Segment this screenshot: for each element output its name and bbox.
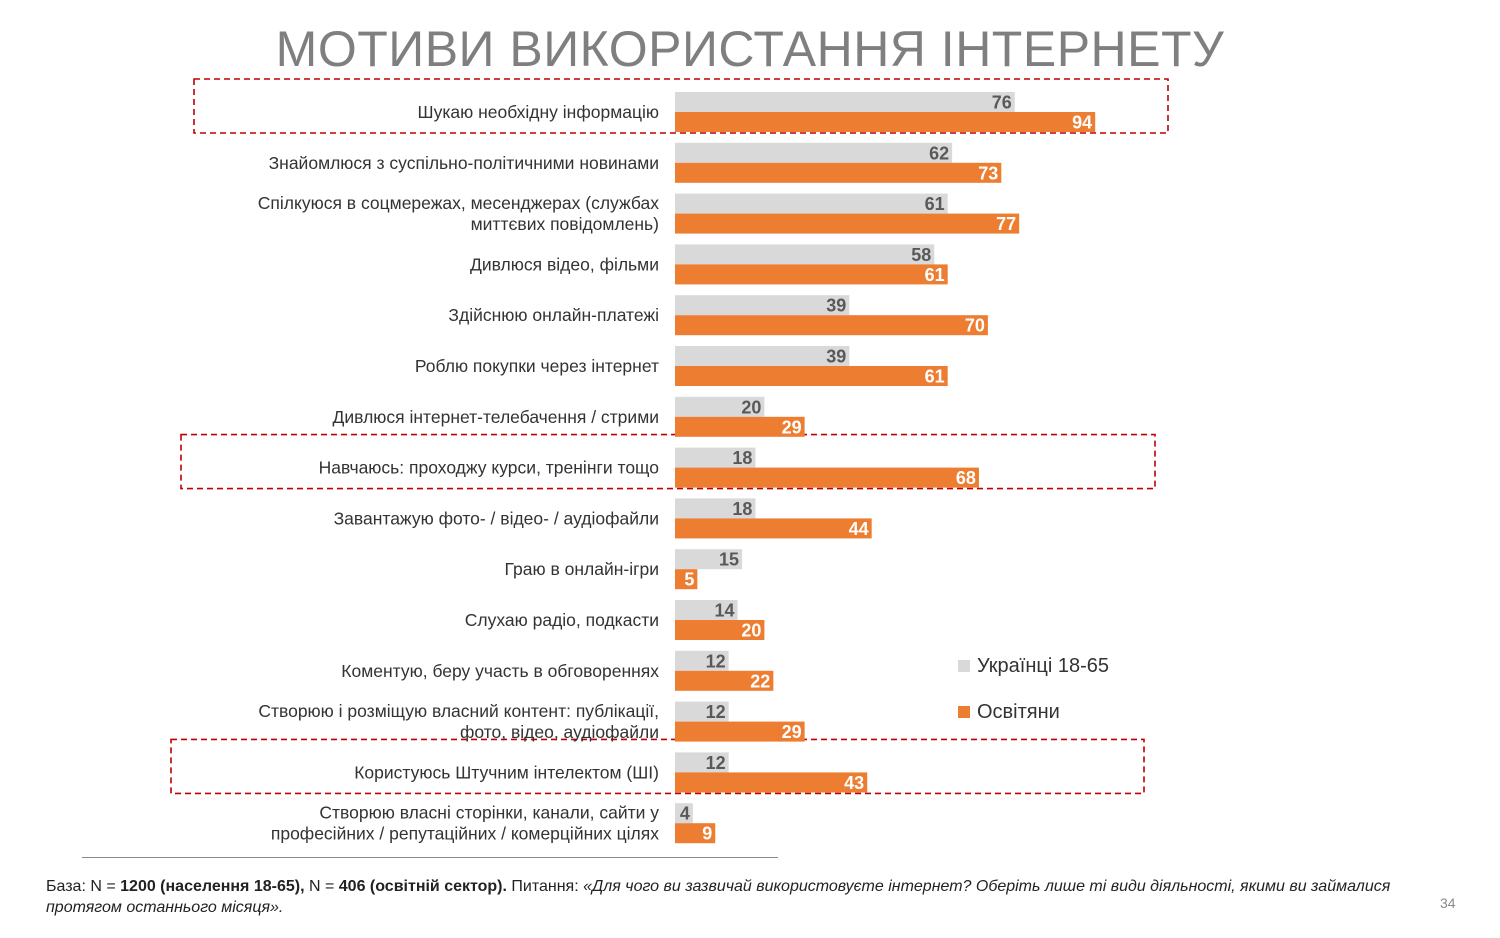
value-label-educators: 43 [844,773,864,793]
category-label: Слухаю радіо, подкасти [465,610,659,630]
bar-ukrainians [675,447,756,468]
bar-educators [675,772,868,793]
value-label-educators: 29 [782,722,802,742]
value-label-ukrainians: 12 [706,651,726,671]
category-label: миттєвих повідомлень) [471,214,659,234]
bar-ukrainians [675,650,729,671]
highlight-box [170,738,1145,795]
value-label-ukrainians: 14 [715,601,735,621]
value-label-ukrainians: 58 [911,245,931,265]
category-label: Роблю покупки через інтернет [415,356,659,376]
bar-educators [675,518,872,539]
bar-ukrainians [675,142,953,163]
value-label-ukrainians: 12 [706,753,726,773]
category-label: Граю в онлайн-ігри [505,559,660,579]
footnote-n2: 406 (освітній сектор). [338,878,507,895]
category-label: Здійснюю онлайн-платежі [448,305,659,325]
bar-educators [675,264,948,285]
bar-educators [675,416,805,437]
value-label-ukrainians: 18 [732,499,752,519]
bar-ukrainians [675,549,743,570]
footnote-divider [82,857,778,858]
category-label: Користуюсь Штучним інтелектом (ШІ) [354,762,659,782]
legend: Українці 18-65 Освітяни [958,652,1109,744]
category-label: Дивлюся відео, фільми [470,254,659,274]
category-label: Шукаю необхідну інформацію [418,102,659,122]
bar-educators [675,823,716,844]
value-label-educators: 73 [978,163,998,183]
bar-ukrainians [675,295,850,316]
footnote-question: «Для чого ви зазвичай використовуєте інт… [46,878,1391,916]
bar-educators [675,620,765,640]
category-label: Дивлюся інтернет-телебачення / стрими [333,407,659,427]
value-label-ukrainians: 39 [826,296,846,316]
bar-ukrainians [675,600,738,620]
category-label: Спілкуюся в соцмережах, месенджерах (слу… [258,193,659,213]
bar-educators [675,213,1020,234]
bar-educators [675,366,948,386]
legend-label-ukrainians: Українці 18-65 [977,654,1110,677]
value-label-educators: 9 [702,824,712,844]
value-label-educators: 61 [925,367,945,387]
bar-ukrainians [675,498,756,519]
value-label-educators: 70 [965,316,985,336]
bar-ukrainians [675,346,850,366]
value-label-educators: 22 [750,671,770,691]
page-title: МОТИВИ ВИКОРИСТАННЯ ІНТЕРНЕТУ [275,21,1225,77]
bar-educators [675,670,774,691]
category-label: Створюю і розміщую власний контент: публ… [258,701,659,721]
footnote-question-label: Питання: [506,878,584,895]
value-label-ukrainians: 20 [741,397,761,417]
value-label-educators: 68 [956,468,976,488]
legend-swatch-ukrainians [958,660,970,672]
category-label: Завантажую фото- / відео- / аудіофайли [334,508,659,528]
bar-educators [675,721,805,742]
bar-ukrainians [675,803,693,824]
value-label-educators: 77 [996,214,1016,234]
value-label-ukrainians: 15 [719,550,739,570]
page-number: 34 [1440,895,1456,911]
category-label: Коментую, беру участь в обговореннях [341,661,659,681]
bar-ukrainians [675,193,948,214]
value-label-ukrainians: 12 [706,702,726,722]
bar-educators [675,569,698,590]
value-label-ukrainians: 61 [925,194,945,214]
legend-swatch-educators [958,706,970,718]
bar-educators [675,112,1096,132]
value-label-educators: 5 [684,570,694,590]
value-label-ukrainians: 62 [929,143,949,163]
value-label-educators: 44 [849,519,869,539]
value-label-ukrainians: 76 [992,93,1012,113]
footnote: База: N = 1200 (населення 18-65), N = 40… [46,876,1446,918]
footnote-prefix: База: N = [46,878,121,895]
category-label: професійних / репутаційних / комерційних… [271,824,659,844]
bar-ukrainians [675,701,729,722]
category-label: Знайомлюся з суспільно-політичними новин… [269,153,659,173]
footnote-mid: N = [304,878,339,895]
category-label: Створюю власні сторінки, канали, сайти у [319,803,659,823]
legend-item-educators: Освітяни [958,698,1109,726]
bar-ukrainians [675,92,1015,112]
value-label-educators: 29 [782,417,802,437]
legend-item-ukrainians: Українці 18-65 [958,652,1109,680]
category-label: Навчаюсь: проходжу курси, тренінги тощо [319,458,659,478]
value-label-ukrainians: 4 [680,804,690,824]
value-label-educators: 61 [925,265,945,285]
value-label-ukrainians: 18 [732,448,752,468]
bar-ukrainians [675,396,765,417]
bar-ukrainians [675,244,935,265]
highlight-box [193,78,1169,134]
bar-chart: 76 94 Шукаю необхідну інформацію 62 73 Знайом… [170,78,1169,844]
value-label-educators: 20 [741,621,761,641]
bar-educators [675,315,988,336]
footnote-n1: 1200 (населення 18-65), [120,878,305,895]
bar-ukrainians [675,752,729,773]
legend-label-educators: Освітяни [977,700,1060,723]
highlight-box [180,433,1156,490]
category-label: фото, відео, аудіофайли [460,722,659,742]
bar-educators [675,467,979,488]
value-label-ukrainians: 39 [826,347,846,367]
bar-educators [675,162,1002,183]
value-label-educators: 94 [1072,113,1092,133]
